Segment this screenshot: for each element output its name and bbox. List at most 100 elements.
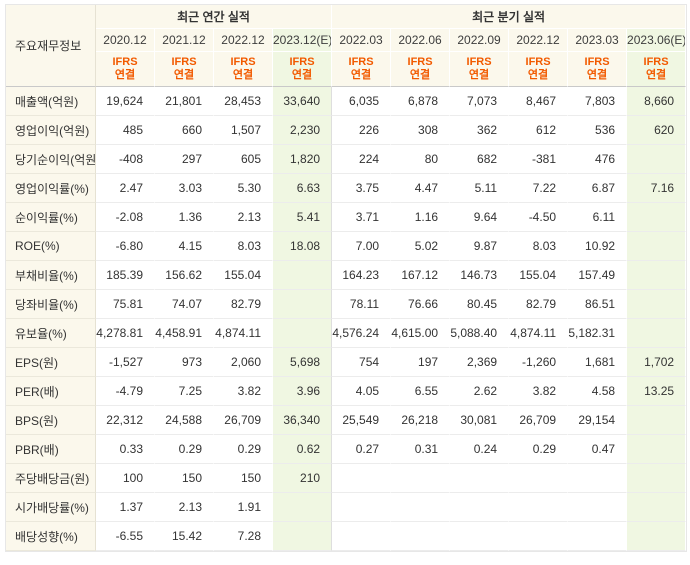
value-cell: 4.47	[391, 174, 451, 203]
value-cell: 0.29	[155, 435, 214, 464]
value-cell	[627, 290, 687, 319]
value-cell	[332, 464, 392, 493]
value-cell: 7.25	[155, 377, 214, 406]
ifrs-subheader: IFRS 연결	[332, 52, 392, 87]
table-row: PER(배) -4.79 7.25 3.82 3.96 4.05 6.55 2.62 3.82 4…	[6, 377, 687, 406]
value-cell	[627, 493, 687, 522]
value-cell: 26,709	[509, 406, 569, 435]
value-cell	[509, 464, 569, 493]
value-cell: 197	[391, 348, 451, 377]
value-cell: 2.13	[155, 493, 214, 522]
column-header: 2022.12	[214, 29, 273, 52]
value-cell: 185.39	[96, 261, 155, 290]
value-cell	[568, 464, 628, 493]
value-cell: 224	[332, 145, 392, 174]
value-cell: 0.29	[509, 435, 569, 464]
value-cell: 4,576.24	[332, 319, 392, 348]
value-cell: 3.96	[273, 377, 333, 406]
value-cell	[627, 406, 687, 435]
ifrs-label: IFRS	[348, 56, 374, 68]
value-cell: 2.47	[96, 174, 155, 203]
value-cell: 21,801	[155, 87, 214, 116]
value-cell: 8,660	[627, 87, 687, 116]
value-cell	[391, 493, 451, 522]
value-cell: 164.23	[332, 261, 392, 290]
value-cell: 308	[391, 116, 451, 145]
row-label: 시가배당률(%)	[6, 493, 96, 522]
value-cell: -6.80	[96, 232, 155, 261]
value-cell: -6.55	[96, 522, 155, 551]
value-cell	[391, 464, 451, 493]
value-cell: 4.05	[332, 377, 392, 406]
consolidated-label: 연결	[527, 69, 549, 81]
ifrs-subheader: IFRS 연결	[568, 52, 628, 87]
value-cell: 30,081	[450, 406, 510, 435]
value-cell: 1,702	[627, 348, 687, 377]
value-cell: 7.00	[332, 232, 392, 261]
value-cell: 15.42	[155, 522, 214, 551]
value-cell: 3.82	[509, 377, 569, 406]
value-cell: 3.71	[332, 203, 392, 232]
column-header: 2023.06(E)	[627, 29, 687, 52]
value-cell: 5.02	[391, 232, 451, 261]
row-label: 매출액(억원)	[6, 87, 96, 116]
row-label: 당기순이익(억원)	[6, 145, 96, 174]
value-cell: 2,060	[214, 348, 273, 377]
value-cell: 7.28	[214, 522, 273, 551]
column-header: 2022.03	[332, 29, 392, 52]
column-header: 2022.06	[391, 29, 451, 52]
value-cell: 100	[96, 464, 155, 493]
value-cell: 4,874.11	[509, 319, 569, 348]
value-cell: 297	[155, 145, 214, 174]
header-date-row: 2020.12 2021.12 2022.12 2023.12(E) 2022.03 20…	[6, 29, 687, 52]
row-label: BPS(원)	[6, 406, 96, 435]
table-row: EPS(원) -1,527 973 2,060 5,698 754 197 2,369 -1,2…	[6, 348, 687, 377]
table-row: 유보율(%) 4,278.81 4,458.91 4,874.11 4,576.24 4,…	[6, 319, 687, 348]
value-cell: 2,230	[273, 116, 333, 145]
value-cell: 22,312	[96, 406, 155, 435]
row-label: PER(배)	[6, 377, 96, 406]
ifrs-subheader: IFRS 연결	[96, 52, 155, 87]
group-header-annual: 최근 연간 실적	[96, 5, 333, 29]
value-cell: 4.58	[568, 377, 628, 406]
ifrs-subheader: IFRS 연결	[391, 52, 451, 87]
value-cell: 5,698	[273, 348, 333, 377]
ifrs-subheader: IFRS 연결	[450, 52, 510, 87]
header-ifrs-row: IFRS 연결 IFRS 연결 IFRS 연결 IFRS 연결 IFRS 연결 IFRS 연결 IFRS…	[6, 52, 687, 87]
value-cell: 150	[214, 464, 273, 493]
value-cell: 1,820	[273, 145, 333, 174]
value-cell: 26,709	[214, 406, 273, 435]
ifrs-label: IFRS	[466, 56, 492, 68]
column-header: 2021.12	[155, 29, 214, 52]
value-cell: 2.13	[214, 203, 273, 232]
value-cell: 19,624	[96, 87, 155, 116]
value-cell: 75.81	[96, 290, 155, 319]
value-cell: 4,458.91	[155, 319, 214, 348]
table-row: 시가배당률(%) 1.37 2.13 1.91	[6, 493, 687, 522]
value-cell: 754	[332, 348, 392, 377]
ifrs-label: IFRS	[230, 56, 256, 68]
value-cell: 80.45	[450, 290, 510, 319]
value-cell	[627, 464, 687, 493]
value-cell	[391, 522, 451, 551]
value-cell: 0.33	[96, 435, 155, 464]
value-cell: 78.11	[332, 290, 392, 319]
row-label: 순이익률(%)	[6, 203, 96, 232]
value-cell: 76.66	[391, 290, 451, 319]
value-cell	[332, 493, 392, 522]
value-cell: 82.79	[214, 290, 273, 319]
ifrs-label: IFRS	[171, 56, 197, 68]
value-cell: 5.11	[450, 174, 510, 203]
ifrs-subheader: IFRS 연결	[273, 52, 333, 87]
value-cell: 10.92	[568, 232, 628, 261]
value-cell: 13.25	[627, 377, 687, 406]
value-cell: 167.12	[391, 261, 451, 290]
table-row: 영업이익(억원) 485 660 1,507 2,230 226 308 362 612 536 6…	[6, 116, 687, 145]
ifrs-subheader: IFRS 연결	[627, 52, 687, 87]
value-cell	[627, 261, 687, 290]
value-cell: 9.87	[450, 232, 510, 261]
value-cell: 8.03	[214, 232, 273, 261]
consolidated-label: 연결	[409, 69, 431, 81]
ifrs-subheader: IFRS 연결	[155, 52, 214, 87]
table-row: 순이익률(%) -2.08 1.36 2.13 5.41 3.71 1.16 9.64 -4.5…	[6, 203, 687, 232]
